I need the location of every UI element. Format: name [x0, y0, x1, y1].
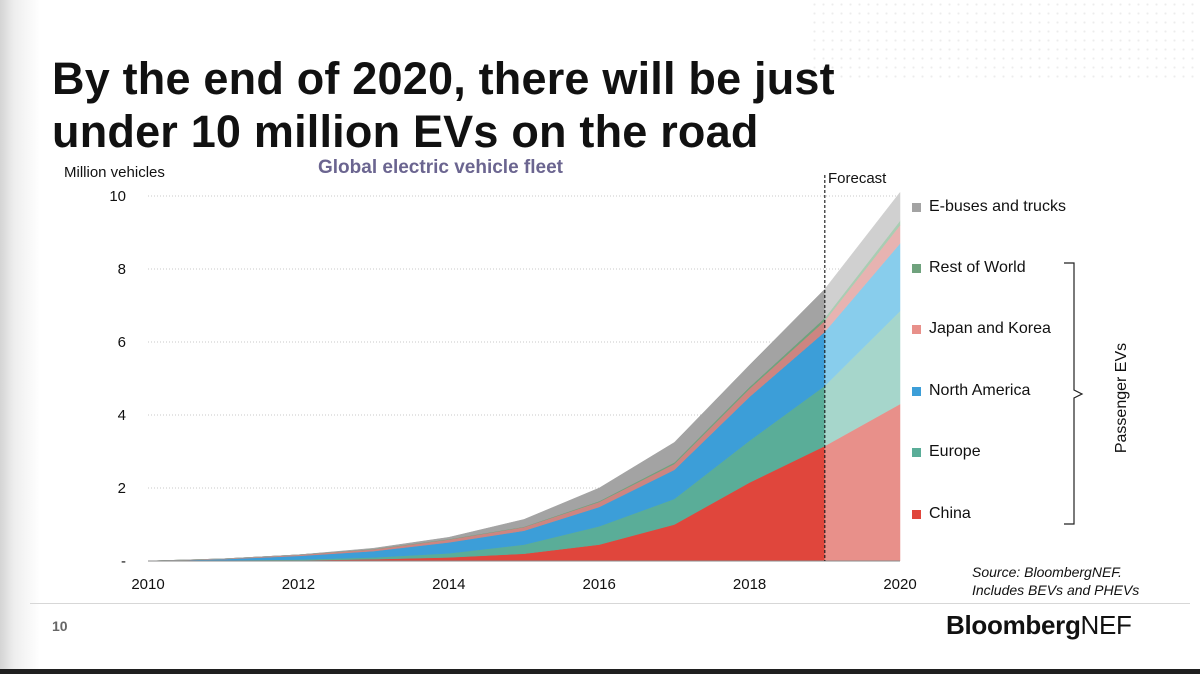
x-tick-label: 2014 [432, 576, 465, 593]
bottom-bar [0, 669, 1200, 674]
passenger-evs-bracket [1060, 258, 1090, 530]
x-tick-label: 2010 [131, 576, 164, 593]
brand-logo-part2: NEF [1081, 610, 1132, 640]
page-number: 10 [52, 618, 68, 634]
footer-divider [30, 603, 1190, 604]
legend-swatch [912, 264, 921, 273]
legend-swatch [912, 203, 921, 212]
legend-label: China [929, 503, 1069, 524]
legend-swatch [912, 510, 921, 519]
y-tick-label: - [121, 553, 126, 570]
legend-label: Europe [929, 441, 1069, 462]
source-note: Source: BloombergNEF. Includes BEVs and … [972, 563, 1139, 599]
y-tick-label: 6 [118, 334, 126, 351]
bracket-label: Passenger EVs [1113, 343, 1131, 453]
y-tick-label: 4 [118, 407, 126, 424]
y-tick-label: 8 [118, 261, 126, 278]
source-line: Source: BloombergNEF. [972, 563, 1139, 581]
legend-label: North America [929, 380, 1069, 401]
source-line: Includes BEVs and PHEVs [972, 581, 1139, 599]
legend-swatch [912, 448, 921, 457]
x-tick-label: 2018 [733, 576, 766, 593]
brand-logo-part1: Bloomberg [946, 610, 1081, 640]
legend-label: E-buses and trucks [929, 196, 1069, 217]
brand-logo: BloombergNEF [946, 610, 1132, 641]
legend-swatch [912, 325, 921, 334]
legend-label: Japan and Korea [929, 318, 1069, 339]
y-tick-label: 2 [118, 480, 126, 497]
x-tick-label: 2012 [282, 576, 315, 593]
legend-label: Rest of World [929, 257, 1069, 278]
legend-swatch [912, 387, 921, 396]
x-tick-label: 2016 [583, 576, 616, 593]
y-tick-label: 10 [109, 188, 126, 205]
stacked-areas [148, 192, 900, 561]
x-tick-label: 2020 [883, 576, 916, 593]
